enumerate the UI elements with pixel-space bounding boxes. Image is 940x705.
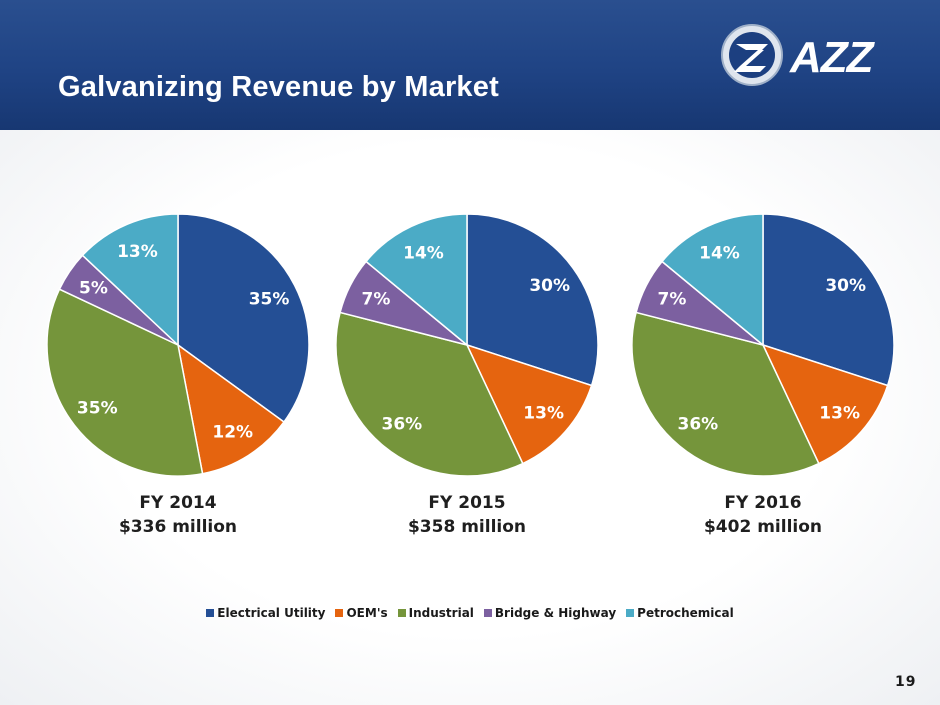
legend-label: Electrical Utility (217, 606, 326, 620)
pie-data-label: 35% (77, 399, 118, 419)
pie-fy-2014: 35% 12% 35% 5% 13% (46, 213, 310, 477)
legend-item-petrochemical: Petrochemical (626, 606, 734, 620)
pie-slice-oem-s (465, 343, 593, 465)
logo-wordmark: AZZ (790, 33, 874, 82)
legend-label: Petrochemical (637, 606, 734, 620)
legend-label: Industrial (408, 606, 474, 620)
pie-data-label: 14% (699, 244, 740, 264)
legend-item-industrial: Industrial (397, 606, 474, 620)
pie-slice-electrical-utility (177, 213, 310, 424)
legend-swatch (483, 609, 492, 617)
pie-title-fy2014: FY 2014 $336 million (78, 491, 278, 539)
legend-swatch (626, 609, 635, 617)
pie-slice-petrochemical (81, 213, 179, 347)
legend-label: OEM's (346, 606, 388, 620)
legend-item-oems: OEM's (335, 606, 388, 620)
pie-data-label: 7% (362, 290, 391, 310)
pie-data-label: 35% (249, 290, 290, 310)
azz-logo-icon (721, 24, 783, 86)
legend-item-electrical-utility: Electrical Utility (206, 606, 325, 620)
pie-slice-industrial (46, 288, 204, 477)
pie-year-label: FY 2016 (724, 493, 802, 513)
pie-data-label: 36% (382, 415, 423, 435)
pie-revenue-label: $336 million (118, 517, 238, 537)
pie-year-label: FY 2015 (428, 493, 506, 513)
legend-swatch (335, 609, 344, 617)
pie-slice-electrical-utility (762, 213, 895, 387)
pie-data-label: 12% (212, 422, 253, 442)
slide-title: Galvanizing Revenue by Market (58, 71, 499, 103)
pie-slice-petrochemical (661, 213, 764, 347)
legend-item-bridge-highway: Bridge & Highway (483, 606, 617, 620)
legend-swatch (206, 609, 215, 617)
pie-data-label: 36% (678, 415, 719, 435)
pie-slice-industrial (631, 311, 820, 477)
pie-data-label: 13% (117, 242, 158, 262)
legend-swatch (397, 609, 406, 617)
pie-slice-oem-s (761, 343, 889, 465)
pie-slice-electrical-utility (466, 213, 599, 387)
chart-legend: Electrical Utility OEM's Industrial Brid… (0, 606, 940, 620)
pie-data-label: 30% (529, 276, 570, 296)
pie-data-label: 30% (825, 276, 866, 296)
pie-data-label: 7% (658, 290, 687, 310)
pie-slice-industrial (335, 311, 524, 477)
pie-year-label: FY 2014 (139, 493, 217, 513)
pie-data-label: 5% (79, 279, 108, 299)
pie-title-fy2016: FY 2016 $402 million (663, 491, 863, 539)
pie-data-label: 13% (819, 404, 860, 424)
pie-fy-2016: 30% 13% 36% 7% 14% (631, 213, 895, 477)
pie-revenue-label: $358 million (407, 517, 527, 537)
page-number: 19 (895, 674, 917, 690)
pie-revenue-label: $402 million (703, 517, 823, 537)
slide-header (0, 0, 940, 130)
pie-slice-oem-s (176, 343, 286, 475)
pie-data-label: 13% (523, 404, 564, 424)
pie-fy-2015: 30% 13% 36% 7% 14% (335, 213, 599, 477)
pie-slice-petrochemical (365, 213, 468, 347)
pie-data-label: 14% (403, 244, 444, 264)
pie-title-fy2015: FY 2015 $358 million (367, 491, 567, 539)
legend-label: Bridge & Highway (494, 606, 617, 620)
